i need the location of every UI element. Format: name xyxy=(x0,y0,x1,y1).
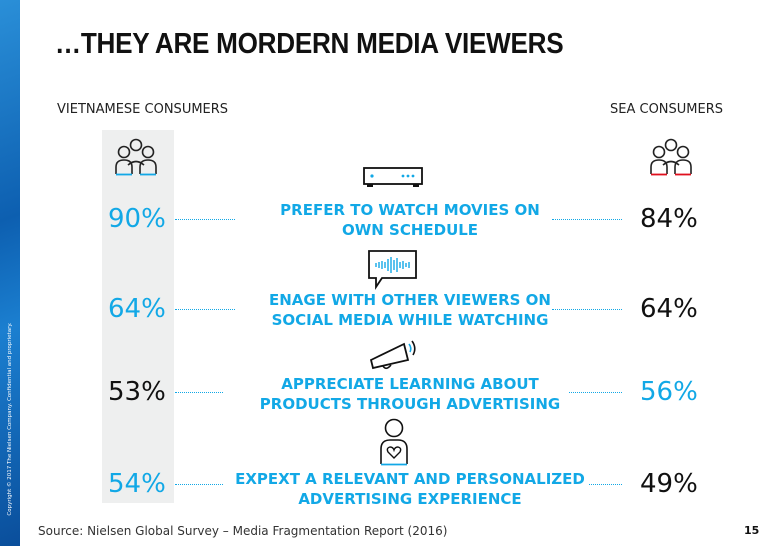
connector-line xyxy=(175,309,235,310)
sea-consumers-header: SEA CONSUMERS xyxy=(610,102,724,117)
speech-bubble-audio-icon xyxy=(368,250,417,290)
statement: EXPEXT A RELEVANT AND PERSONALIZED ADVER… xyxy=(215,469,605,509)
statement-line: SOCIAL MEDIA WHILE WATCHING xyxy=(271,311,549,329)
statement-line: ENAGE WITH OTHER VIEWERS ON xyxy=(269,291,551,309)
vietnamese-consumers-header: VIETNAMESE CONSUMERS xyxy=(57,102,229,117)
sea-percentage: 49% xyxy=(640,469,698,499)
connector-line xyxy=(552,219,622,220)
statement-line: PREFER TO WATCH MOVIES ON xyxy=(280,201,540,219)
decorative-side-bar: Copyright © 2017 The Nielsen Company. Co… xyxy=(0,0,20,546)
connector-line xyxy=(569,392,622,393)
vietnam-percentage: 90% xyxy=(108,204,166,234)
slide-title: …THEY ARE MORDERN MEDIA VIEWERS xyxy=(55,28,564,60)
page-number: 15 xyxy=(744,524,760,537)
statement-line: OWN SCHEDULE xyxy=(341,221,479,239)
connector-line xyxy=(552,309,622,310)
statement: ENAGE WITH OTHER VIEWERS ON SOCIAL MEDIA… xyxy=(230,290,590,330)
megaphone-icon xyxy=(369,340,416,370)
people-group-icon xyxy=(115,138,157,176)
connector-line xyxy=(589,484,622,485)
connector-line xyxy=(175,219,235,220)
sea-percentage: 64% xyxy=(640,294,698,324)
statement-line: APPRECIATE LEARNING ABOUT xyxy=(281,375,539,393)
sea-percentage: 84% xyxy=(640,204,698,234)
statement-line: EXPEXT A RELEVANT AND PERSONALIZED xyxy=(235,470,585,488)
vietnam-percentage: 53% xyxy=(108,377,166,407)
people-group-icon xyxy=(650,138,692,176)
connector-line xyxy=(175,392,223,393)
vietnam-percentage: 64% xyxy=(108,294,166,324)
statement-line: PRODUCTS THROUGH ADVERTISING xyxy=(259,395,561,413)
vietnam-column-background xyxy=(102,130,174,503)
statement-line: ADVERTISING EXPERIENCE xyxy=(298,490,522,508)
vietnam-percentage: 54% xyxy=(108,469,166,499)
connector-line xyxy=(175,484,223,485)
set-top-box-icon xyxy=(363,167,423,187)
sea-percentage: 56% xyxy=(640,377,698,407)
statement: APPRECIATE LEARNING ABOUT PRODUCTS THROU… xyxy=(230,374,590,414)
person-heart-icon xyxy=(380,418,408,466)
statement: PREFER TO WATCH MOVIES ON OWN SCHEDULE xyxy=(230,200,590,240)
source-note: Source: Nielsen Global Survey – Media Fr… xyxy=(38,524,448,538)
copyright-text: Copyright © 2017 The Nielsen Company. Co… xyxy=(7,322,13,516)
